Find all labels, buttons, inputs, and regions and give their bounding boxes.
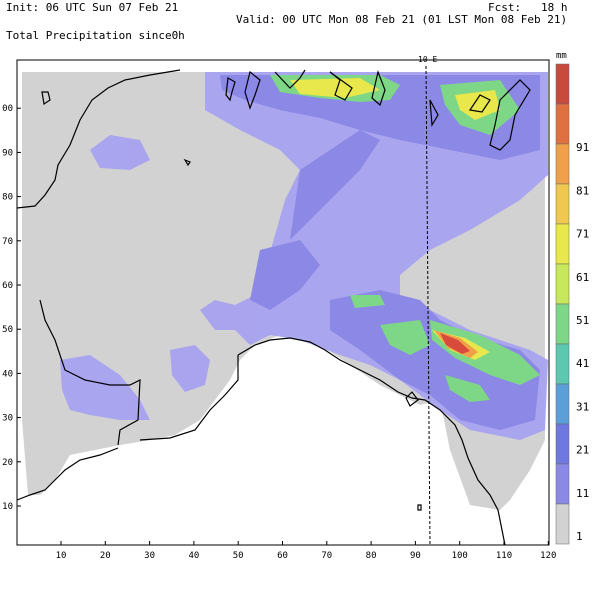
x-tick-label: 100 <box>452 551 468 561</box>
x-tick-label: 20 <box>100 551 111 561</box>
legend-label: 11 <box>576 487 589 500</box>
x-tick-label: 120 <box>540 551 556 561</box>
legend-unit: mm <box>556 51 567 61</box>
y-tick-label: 20 <box>2 458 13 468</box>
y-tick-label: 70 <box>2 237 13 247</box>
y-tick-label: 60 <box>2 281 13 291</box>
legend-color-swatch <box>555 223 570 265</box>
valid-time: Valid: 00 UTC Mon 08 Feb 21 (01 LST Mon … <box>236 13 568 26</box>
precip-red <box>434 330 478 358</box>
legend-color-swatch <box>555 383 570 425</box>
legend-color-swatch <box>555 463 570 505</box>
x-tick-label: 90 <box>410 551 421 561</box>
y-tick-label: 40 <box>2 369 13 379</box>
legend-color-swatch <box>555 343 570 385</box>
x-tick-label: 40 <box>188 551 199 561</box>
legend-label: 41 <box>576 357 589 370</box>
y-tick-label: 30 <box>2 414 13 424</box>
x-tick-label: 30 <box>144 551 155 561</box>
legend-color-swatch <box>555 143 570 185</box>
legend-label: 81 <box>576 184 589 197</box>
legend-label: 91 <box>576 141 589 154</box>
meridian-label: 10 E <box>418 55 437 64</box>
legend-color-swatch <box>555 63 570 105</box>
legend-color-swatch <box>555 423 570 465</box>
legend-color-swatch <box>555 103 570 145</box>
forecast-hour: Fcst: 18 h <box>488 1 568 14</box>
legend-label: 1 <box>576 530 583 543</box>
legend-color-swatch <box>555 183 570 225</box>
legend-label: 31 <box>576 400 589 413</box>
y-tick-label: 80 <box>2 193 13 203</box>
y-tick-label: 90 <box>2 148 13 158</box>
y-tick-label: 50 <box>2 325 13 335</box>
x-tick-label: 110 <box>496 551 512 561</box>
y-tick-label: 10 <box>2 502 13 512</box>
x-tick-label: 80 <box>366 551 377 561</box>
x-tick-label: 70 <box>321 551 332 561</box>
coastlines <box>16 69 531 546</box>
x-tick-label: 10 <box>56 551 67 561</box>
legend-label: 71 <box>576 228 589 241</box>
y-tick-label: 00 <box>2 104 13 114</box>
legend-color-swatch <box>555 263 570 305</box>
legend-label: 61 <box>576 271 589 284</box>
field-name: Total Precipitation since0h <box>6 29 185 42</box>
legend-color-swatch <box>555 303 570 345</box>
x-tick-label: 50 <box>233 551 244 561</box>
legend-label: 51 <box>576 314 589 327</box>
x-axis-ticks: 10 20 30 40 50 60 70 80 90 100 110 120 <box>56 541 556 561</box>
y-axis-ticks: 10 20 30 40 50 60 70 80 90 00 <box>2 104 21 512</box>
legend-label: 21 <box>576 444 589 457</box>
init-time: Init: 06 UTC Sun 07 Feb 21 <box>6 1 179 14</box>
legend-color-swatch <box>555 503 570 545</box>
x-tick-label: 60 <box>277 551 288 561</box>
